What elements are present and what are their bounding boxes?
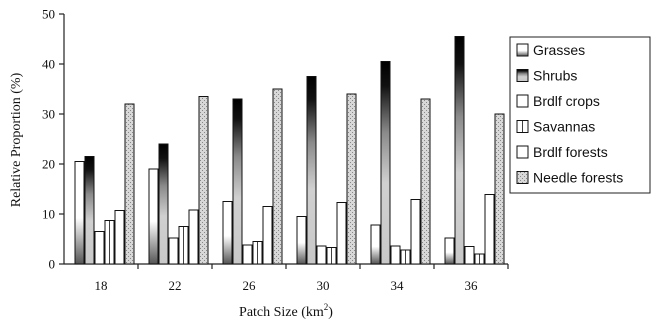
legend-box bbox=[509, 36, 651, 194]
bar-brdlf-forests bbox=[188, 209, 199, 265]
legend: Grasses Shrubs Brdlf crops Savannas Brdlf fo… bbox=[509, 36, 651, 194]
bar-brdlf-crops bbox=[390, 245, 401, 265]
x-tick-label: 18 bbox=[95, 278, 108, 293]
bar-grasses bbox=[444, 237, 455, 265]
legend-swatch bbox=[516, 171, 529, 184]
y-axis-title: Relative Proportion (%) bbox=[9, 72, 24, 207]
y-tick-label: 0 bbox=[49, 257, 56, 272]
legend-label: Savannas bbox=[533, 119, 595, 135]
y-ticks: 0 10 20 30 40 50 bbox=[42, 7, 64, 272]
bar-grasses bbox=[296, 216, 307, 265]
x-tick-label: 30 bbox=[317, 278, 330, 293]
bar-shrubs bbox=[232, 98, 243, 265]
bar-brdlf-crops bbox=[316, 245, 327, 265]
bar-needle-forests bbox=[420, 98, 431, 265]
bar-needle-forests bbox=[124, 103, 135, 265]
legend-swatch bbox=[516, 69, 529, 82]
x-axis-title: Patch Size (km2) bbox=[239, 302, 333, 320]
bar-grasses bbox=[148, 168, 159, 265]
bar-grasses bbox=[370, 224, 381, 265]
legend-label: Brdlf crops bbox=[533, 93, 600, 109]
bar-needle-forests bbox=[198, 96, 209, 265]
bar-shrubs bbox=[84, 156, 95, 265]
y-tick-label: 50 bbox=[42, 7, 55, 22]
bar-brdlf-crops bbox=[168, 237, 179, 265]
bar-brdlf-forests bbox=[114, 210, 125, 265]
bar-shrubs bbox=[380, 61, 391, 265]
bar-brdlf-crops bbox=[94, 231, 105, 265]
bar-needle-forests bbox=[346, 93, 357, 265]
y-tick-label: 40 bbox=[42, 57, 55, 72]
y-tick-label: 30 bbox=[42, 107, 55, 122]
y-tick-label: 20 bbox=[42, 157, 55, 172]
x-ticks: 18 22 26 30 34 36 bbox=[95, 264, 509, 293]
x-tick-label: 36 bbox=[465, 278, 479, 293]
legend-swatch bbox=[516, 145, 529, 159]
bar-grasses bbox=[222, 201, 233, 265]
x-tick-label: 34 bbox=[391, 278, 405, 293]
legend-swatch bbox=[516, 94, 529, 108]
bar-brdlf-forests bbox=[262, 206, 273, 265]
bar-brdlf-crops bbox=[242, 244, 253, 265]
bar-brdlf-crops bbox=[464, 246, 475, 265]
legend-label: Needle forests bbox=[533, 170, 623, 186]
legend-label: Brdlf forests bbox=[533, 144, 608, 160]
legend-label: Grasses bbox=[533, 42, 585, 58]
bar-shrubs bbox=[158, 143, 169, 265]
y-tick-label: 10 bbox=[42, 207, 55, 222]
legend-swatch bbox=[516, 43, 529, 57]
x-tick-label: 22 bbox=[169, 278, 182, 293]
bar-needle-forests bbox=[494, 113, 505, 265]
bar-needle-forests bbox=[272, 88, 283, 265]
x-tick-label: 26 bbox=[243, 278, 257, 293]
bar-brdlf-forests bbox=[336, 202, 347, 265]
bars bbox=[74, 36, 505, 265]
bar-shrubs bbox=[454, 36, 465, 265]
bar-shrubs bbox=[306, 76, 317, 265]
bar-grasses bbox=[74, 161, 85, 265]
legend-label: Shrubs bbox=[533, 68, 577, 84]
bar-brdlf-forests bbox=[410, 199, 421, 265]
bar-brdlf-forests bbox=[484, 194, 495, 265]
